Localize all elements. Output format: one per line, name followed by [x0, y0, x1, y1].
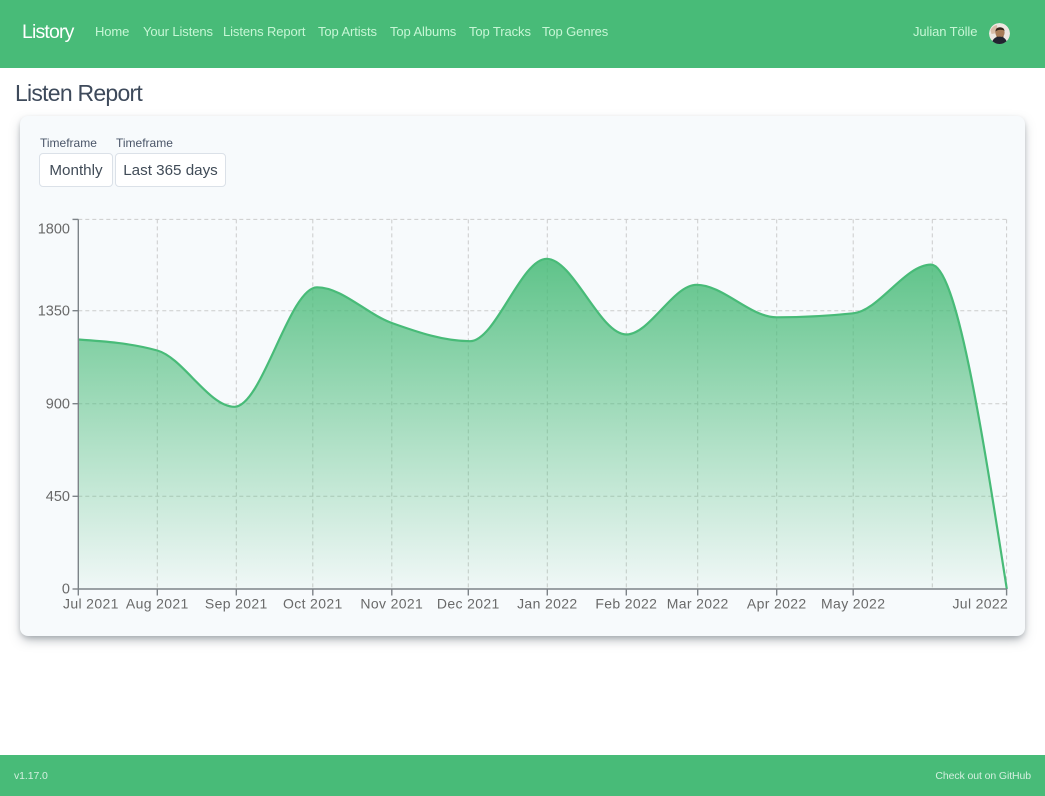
svg-text:Apr 2022: Apr 2022: [747, 596, 807, 612]
svg-text:Feb 2022: Feb 2022: [595, 596, 657, 612]
svg-text:Mar 2022: Mar 2022: [667, 596, 729, 612]
svg-text:1350: 1350: [38, 303, 70, 319]
svg-text:Jul 2021: Jul 2021: [63, 596, 119, 612]
svg-text:0: 0: [62, 582, 70, 598]
svg-text:Nov 2021: Nov 2021: [360, 596, 423, 612]
svg-text:Jan 2022: Jan 2022: [517, 596, 577, 612]
svg-text:Oct 2021: Oct 2021: [283, 596, 343, 612]
svg-text:Dec 2021: Dec 2021: [437, 596, 500, 612]
svg-text:450: 450: [46, 489, 70, 505]
svg-text:May 2022: May 2022: [821, 596, 885, 612]
svg-text:Jul 2022: Jul 2022: [952, 596, 1008, 612]
svg-text:1800: 1800: [38, 222, 70, 238]
svg-text:Aug 2021: Aug 2021: [126, 596, 189, 612]
svg-text:Sep 2021: Sep 2021: [205, 596, 268, 612]
svg-text:900: 900: [46, 396, 70, 412]
